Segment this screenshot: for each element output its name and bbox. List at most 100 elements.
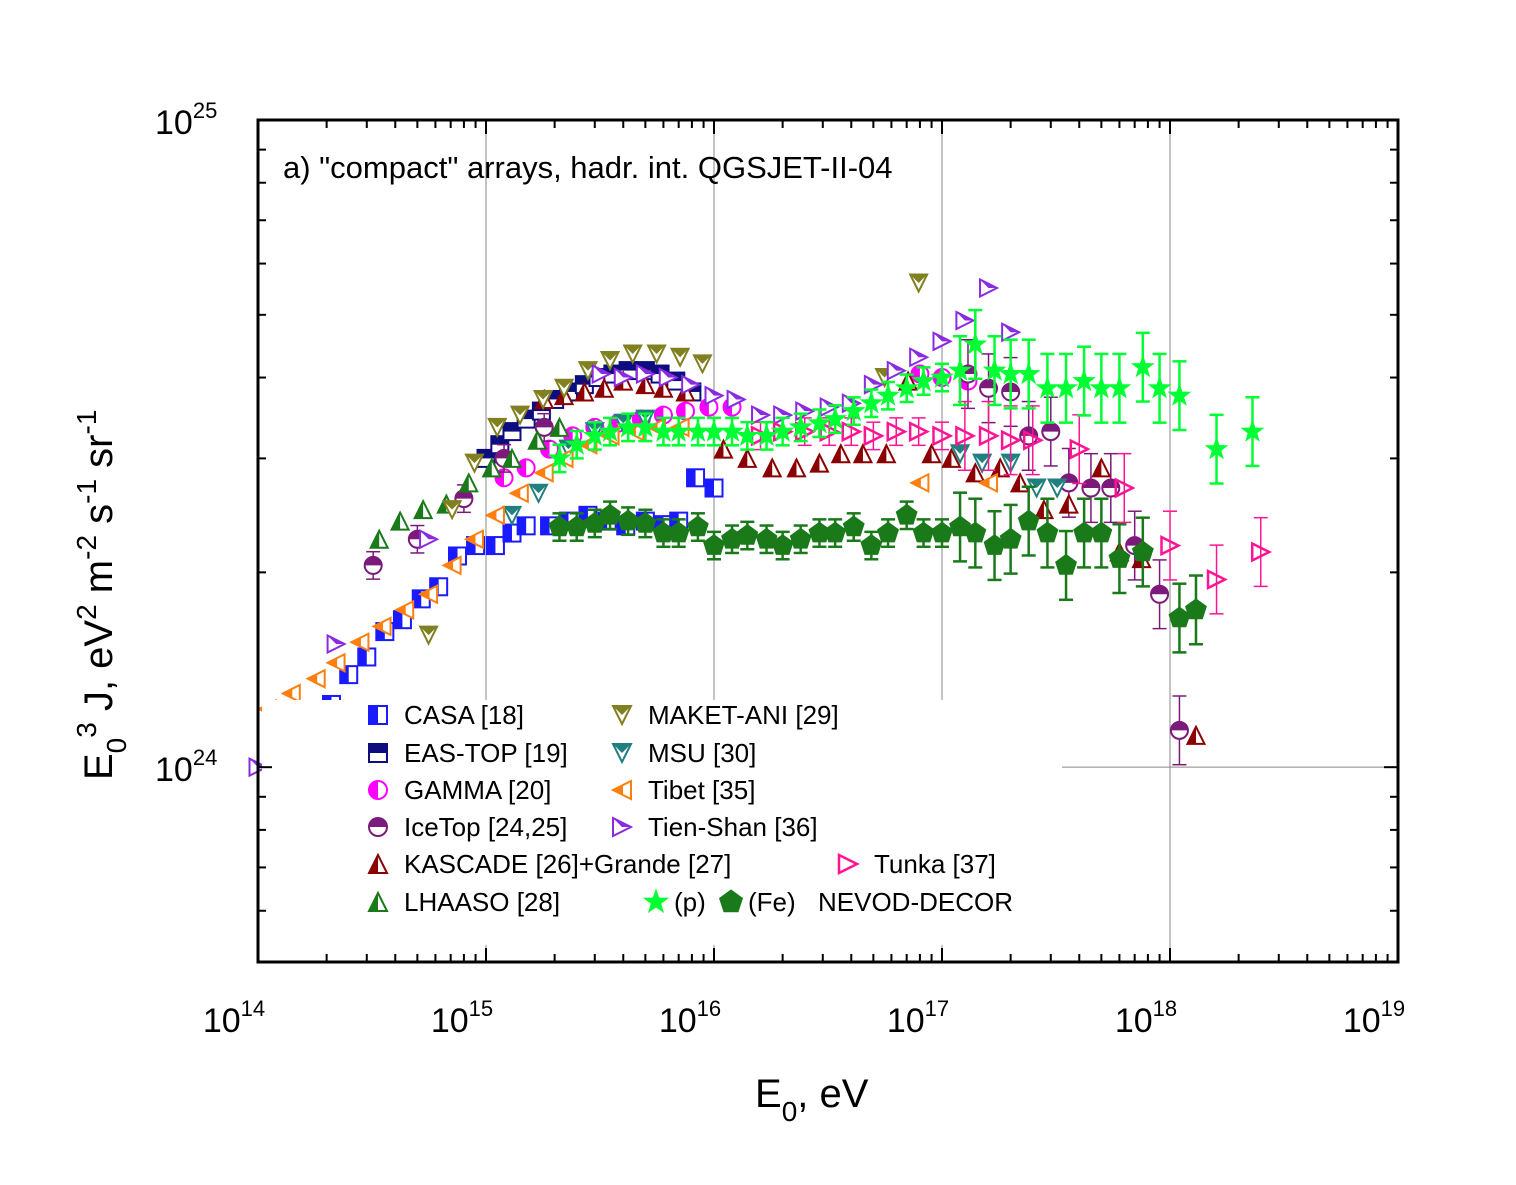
data-point <box>990 457 1011 478</box>
legend-marker <box>368 705 388 725</box>
data-point <box>860 534 883 555</box>
data-point <box>501 447 523 468</box>
data-point <box>616 414 640 438</box>
data-point <box>582 423 607 446</box>
data-point <box>912 521 935 543</box>
data-point <box>886 360 907 381</box>
data-point <box>963 331 988 355</box>
data-point <box>1001 322 1022 343</box>
legend-label: CASA [18] <box>404 700 524 730</box>
legend-marker <box>610 779 632 801</box>
data-point <box>613 367 635 388</box>
data-point <box>1108 547 1131 568</box>
legend-label-fe: (Fe) <box>748 887 796 917</box>
data-point <box>667 521 690 543</box>
data-point <box>807 410 832 434</box>
x-tick-label-exp: 19 <box>1381 996 1405 1021</box>
x-tick-label-exp: 18 <box>1153 996 1177 1021</box>
x-tick-label-base: 10 <box>659 1002 697 1040</box>
series-6 <box>418 273 929 646</box>
x-tick-label-exp: 15 <box>469 996 493 1021</box>
data-point <box>481 457 502 478</box>
x-axis-label: E0, eV <box>755 1072 869 1127</box>
data-point <box>508 483 529 504</box>
x-tick-label-base: 10 <box>203 1002 241 1040</box>
data-point <box>533 462 554 483</box>
data-point <box>894 375 919 399</box>
y-tick-label: 1025 <box>155 98 217 142</box>
legend-marker <box>612 816 634 838</box>
data-point <box>509 405 531 426</box>
data-point <box>532 389 554 411</box>
data-point <box>941 447 962 468</box>
data-point <box>1035 375 1060 399</box>
data-point <box>841 421 863 443</box>
legend-marker <box>367 852 389 874</box>
data-point <box>549 416 570 437</box>
data-point <box>999 527 1022 549</box>
data-point <box>737 447 758 468</box>
y-label-exp2: 2 <box>71 604 102 620</box>
data-point <box>534 417 554 437</box>
x-tick-label: 1016 <box>659 996 721 1040</box>
data-point <box>676 401 696 421</box>
series-5 <box>369 416 570 549</box>
x-tick-label-exp: 14 <box>241 996 265 1021</box>
data-point <box>1054 375 1078 399</box>
legend-label: KASCADE [26]+Grande [27] <box>404 849 731 879</box>
data-point <box>1206 568 1228 590</box>
y-label-exp3: 3 <box>71 722 102 738</box>
data-point <box>972 453 993 474</box>
data-point <box>1091 457 1112 478</box>
y-label-j: J, eV <box>77 620 121 723</box>
data-point <box>735 423 760 446</box>
data-point <box>1114 477 1136 499</box>
legend-marker <box>611 743 633 765</box>
data-point <box>583 512 606 533</box>
chart-title: a) "compact" arrays, hadr. int. QGSJET-I… <box>283 150 893 185</box>
data-point <box>485 536 505 556</box>
data-point <box>413 498 434 520</box>
data-point <box>911 368 936 392</box>
data-point <box>979 277 1000 299</box>
x-tick-label: 1014 <box>203 996 265 1040</box>
data-point <box>770 419 795 442</box>
data-point <box>280 683 301 704</box>
data-point <box>349 632 370 653</box>
y-tick-label-exp: 24 <box>193 745 217 770</box>
data-point <box>599 503 621 525</box>
plot-frame <box>256 118 1400 964</box>
data-point <box>564 432 589 455</box>
data-point <box>1147 375 1172 399</box>
data-point <box>527 429 548 450</box>
data-point <box>702 419 726 442</box>
x-tick-label-exp: 17 <box>925 996 949 1021</box>
data-point <box>789 527 812 549</box>
data-point <box>786 457 807 478</box>
data-point <box>977 472 999 493</box>
x-tick-label-base: 10 <box>1115 1002 1153 1040</box>
y-label-m: m <box>77 560 121 604</box>
y-label-exp-m2: -2 <box>71 535 102 560</box>
data-point <box>547 445 572 469</box>
legend-label: EAS-TOP [19] <box>404 738 568 768</box>
data-point <box>762 457 783 478</box>
y-label-sub0: 0 <box>101 738 132 754</box>
data-point <box>692 354 713 375</box>
data-point <box>823 406 848 430</box>
data-point <box>516 516 536 536</box>
data-point <box>502 422 522 442</box>
data-point <box>704 478 724 498</box>
legend-marker <box>368 743 388 763</box>
data-point <box>1081 478 1101 498</box>
legend-label-nevod: NEVOD-DECOR <box>818 887 1013 917</box>
data-point <box>1240 419 1265 442</box>
y-tick-label-exp: 25 <box>193 98 217 123</box>
data-point <box>635 363 657 385</box>
legend-marker <box>837 852 860 876</box>
data-point <box>371 616 392 637</box>
data-point <box>1107 375 1132 399</box>
data-point <box>965 462 986 483</box>
data-point <box>666 419 691 442</box>
